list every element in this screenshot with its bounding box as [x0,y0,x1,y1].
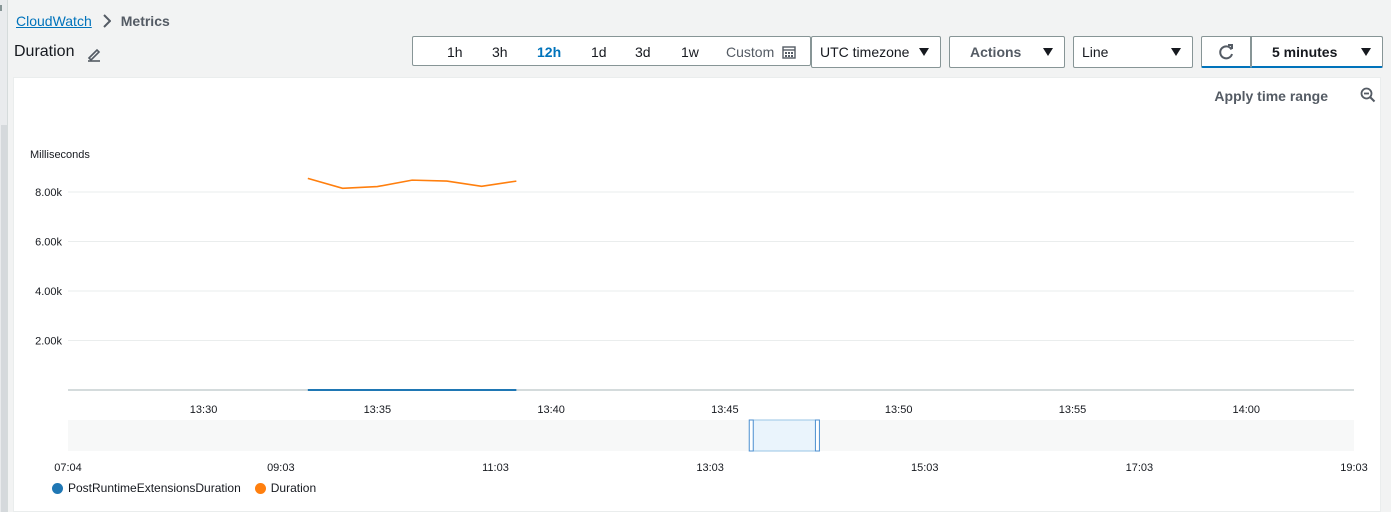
refresh-interval-label: 5 minutes [1272,43,1338,60]
legend-swatch [254,482,266,494]
x-tick-label: 13:50 [885,404,913,416]
x-tick-label: 13:40 [537,404,565,416]
breadcrumb-cloudwatch-link[interactable]: CloudWatch [16,13,92,29]
graph-type-dropdown[interactable]: Line [1073,36,1193,68]
custom-label: Custom [726,44,775,60]
y-axis-label: Milliseconds [30,149,90,161]
refresh-interval-dropdown[interactable]: 5 minutes [1251,36,1383,68]
navigator-handle [748,419,754,452]
rail-handle[interactable] [0,5,2,11]
timezone-dropdown[interactable]: UTC timezone [811,36,941,68]
caret-down-icon [1043,48,1053,56]
time-range-3h[interactable]: 3h [492,44,508,60]
navigator-tick-label: 09:03 [267,462,295,474]
title-row: Duration [14,42,102,62]
series-lines [307,177,517,391]
actions-dropdown[interactable]: Actions [949,36,1065,68]
series-line [307,177,517,190]
time-range-1w[interactable]: 1w [681,44,699,60]
navigator-handle [814,419,820,452]
x-tick-label: 13:55 [1059,404,1087,416]
left-rail [0,0,8,512]
rail-strip [1,125,7,512]
navigator-tick-label: 07:04 [54,462,82,474]
y-tick-label: 6.00k [35,237,62,249]
pencil-edit-icon[interactable] [86,46,102,62]
x-ticks: 13:30 13:35 13:40 13:45 13:50 13:55 14:00 [190,404,1260,416]
chart-legend: PostRuntimeExtensionsDuration Duration [52,481,330,495]
breadcrumb: CloudWatch Metrics [16,12,170,30]
x-tick-label: 13:35 [364,404,392,416]
legend-item-duration[interactable]: Duration [254,481,317,495]
legend-label: PostRuntimeExtensionsDuration [68,481,241,495]
refresh-button[interactable] [1201,36,1251,68]
time-range-custom[interactable]: Custom [726,44,796,60]
caret-down-icon [1361,48,1371,56]
time-range-1h[interactable]: 1h [447,44,463,60]
graph-type-label: Line [1082,44,1109,60]
time-range-12h[interactable]: 12h [537,44,562,60]
graph-title[interactable]: Duration [14,43,75,60]
time-navigator: 07:04 09:03 11:03 13:03 15:03 17:03 19:03 [54,419,1368,474]
caret-down-icon [1171,48,1181,56]
timezone-label: UTC timezone [820,44,910,60]
chevron-right-icon [103,14,111,28]
caret-down-icon [919,48,929,56]
x-tick-label: 13:30 [190,404,218,416]
legend-item-post-runtime[interactable]: PostRuntimeExtensionsDuration [52,481,241,495]
navigator-tick-label: 11:03 [482,462,509,474]
calendar-icon [782,45,796,59]
actions-label: Actions [970,44,1022,60]
zoom-out-icon[interactable] [1360,87,1376,103]
navigator-tick-label: 19:03 [1340,462,1368,474]
time-range-selector: 1h 3h 12h 1d 3d 1w Custom [412,36,811,66]
time-range-3d[interactable]: 3d [635,44,651,60]
y-tick-label: 4.00k [35,286,62,298]
navigator-tick-label: 15:03 [911,462,939,474]
y-tick-label: 8.00k [35,187,62,199]
graph-panel: Apply time range Milliseconds 2.00k 4.00k… [13,77,1381,512]
apply-time-range-button[interactable]: Apply time range [1214,88,1328,104]
y-ticks: 2.00k 4.00k 6.00k 8.00k [35,187,62,348]
grid-lines [68,191,1354,391]
legend-swatch [52,482,63,494]
legend-label: Duration [270,481,317,495]
navigator-window [750,419,818,452]
time-range-1d[interactable]: 1d [591,44,607,60]
x-tick-label: 14:00 [1232,404,1260,416]
x-tick-label: 13:45 [711,404,739,416]
navigator-tick-label: 13:03 [696,462,724,474]
breadcrumb-current: Metrics [120,13,170,29]
navigator-tick-label: 17:03 [1126,462,1154,474]
refresh-icon [1217,43,1235,61]
y-tick-label: 2.00k [35,336,62,348]
navigator-track [68,420,1354,451]
